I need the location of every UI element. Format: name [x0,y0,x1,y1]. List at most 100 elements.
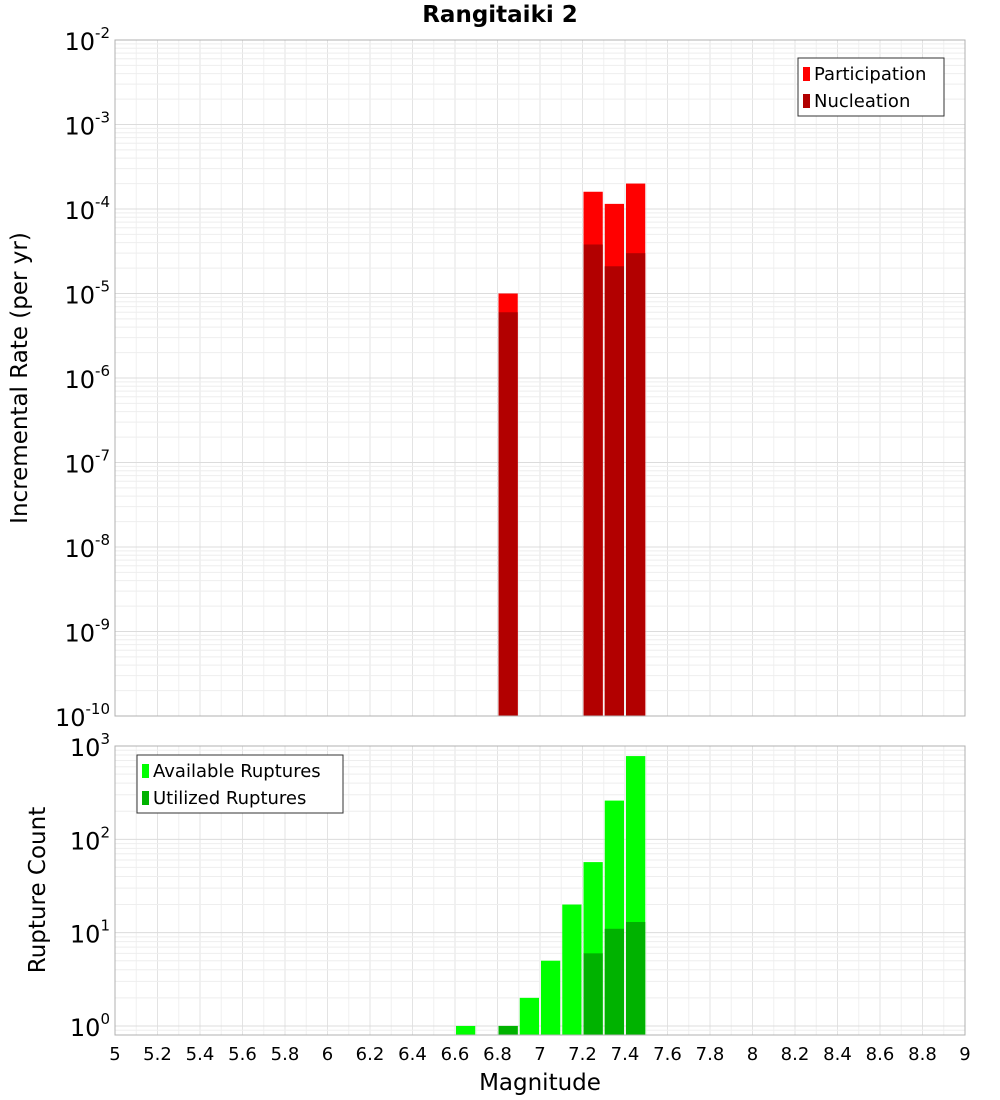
bottom-bar-available-ruptures [519,997,539,1035]
top-legend: Participation Nucleation [797,57,945,117]
x-tick-label: 6.2 [356,1044,385,1065]
x-tick-label: 8 [747,1044,758,1065]
x-tick-label: 7.2 [568,1044,597,1065]
y-tick-exponent: -7 [95,447,110,465]
x-tick-label: 7 [534,1044,545,1065]
top-plot-border [114,39,966,717]
legend-swatch [142,791,149,805]
y-tick-label: 10-10 [55,700,110,732]
y-tick-base: 10 [70,827,101,855]
x-tick-label: 5.2 [143,1044,172,1065]
y-tick-exponent: 3 [100,730,110,748]
y-tick-base: 10 [70,921,101,949]
y-tick-exponent: 2 [100,823,110,841]
y-tick-label: 10-6 [64,362,110,394]
top-bar-nucleation [583,244,603,716]
y-tick-base: 10 [64,28,95,56]
y-tick-label: 100 [70,1010,110,1042]
bottom-bar-utilized-ruptures [626,922,646,1035]
y-tick-exponent: -6 [95,362,110,380]
bottom-bar-available-ruptures [541,960,561,1035]
legend-swatch [803,94,810,108]
top-y-tick-labels: 10-210-310-410-510-610-710-810-910-10 [55,24,110,732]
legend-box [797,57,945,117]
top-plot: 10-210-310-410-510-610-710-810-910-10 Ra… [7,2,966,732]
bottom-bar-utilized-ruptures [583,953,603,1035]
y-tick-exponent: -5 [95,278,110,296]
x-axis-title: Magnitude [479,1070,601,1096]
x-tick-label: 8.6 [866,1044,895,1065]
y-tick-exponent: -10 [86,700,111,718]
y-tick-exponent: 0 [100,1010,110,1028]
x-tick-label: 6 [322,1044,333,1065]
y-tick-base: 10 [70,734,101,762]
x-tick-label: 5.6 [228,1044,257,1065]
y-tick-base: 10 [70,1014,101,1042]
y-tick-label: 10-3 [64,109,110,141]
bottom-bars [456,756,646,1035]
legend-label: Available Ruptures [153,761,321,782]
top-gridlines [114,40,966,717]
y-tick-label: 10-4 [64,193,110,225]
top-bar-nucleation [626,253,646,716]
x-tick-label: 6.8 [483,1044,512,1065]
x-tick-label: 8.2 [781,1044,810,1065]
top-y-axis-title: Incremental Rate (per yr) [7,232,33,524]
y-tick-label: 102 [70,823,110,855]
y-tick-base: 10 [55,704,86,732]
y-tick-label: 10-2 [64,24,110,56]
x-tick-label: 7.8 [696,1044,725,1065]
y-tick-label: 101 [70,917,110,949]
y-tick-base: 10 [64,620,95,648]
x-tick-label: 7.4 [611,1044,640,1065]
x-tick-label: 6.6 [441,1044,470,1065]
y-tick-base: 10 [64,535,95,563]
y-tick-label: 10-7 [64,447,110,479]
y-tick-exponent: -9 [95,616,110,634]
y-tick-base: 10 [64,113,95,141]
bottom-legend: Available Ruptures Utilized Ruptures [136,754,344,814]
top-bar-nucleation [604,266,624,716]
y-tick-exponent: -2 [95,24,110,42]
y-tick-exponent: 1 [100,917,110,935]
y-tick-label: 10-8 [64,531,110,563]
y-tick-base: 10 [64,197,95,225]
x-tick-label: 5.8 [271,1044,300,1065]
bottom-plot-border [114,745,966,1036]
y-tick-label: 103 [70,730,110,762]
y-tick-base: 10 [64,282,95,310]
bottom-bar-available-ruptures [562,904,582,1035]
bottom-bar-utilized-ruptures [604,928,624,1035]
legend-swatch [142,764,149,778]
bottom-bar-utilized-ruptures [498,1025,518,1035]
x-tick-label: 7.6 [653,1044,682,1065]
y-tick-exponent: -3 [95,109,110,127]
y-tick-base: 10 [64,366,95,394]
top-bars [498,183,646,717]
bottom-bar-available-ruptures [456,1025,476,1035]
y-tick-exponent: -4 [95,193,110,211]
x-tick-labels: 5 5.2 5.4 5.6 5.8 6 6.2 6.4 6.6 6.8 7 7.2 7.4 7.6 7.8 8… [109,1044,970,1065]
x-tick-label: 5 [109,1044,120,1065]
y-tick-exponent: -8 [95,531,110,549]
legend-swatch [803,67,810,81]
x-tick-label: 8.4 [823,1044,852,1065]
top-bar-nucleation [498,312,518,716]
y-tick-label: 10-5 [64,278,110,310]
y-tick-base: 10 [64,451,95,479]
x-tick-label: 8.8 [908,1044,937,1065]
legend-label: Participation [814,64,926,85]
bottom-y-axis-title: Rupture Count [25,807,51,973]
y-tick-label: 10-9 [64,616,110,648]
top-chart-title: Rangitaiki 2 [422,2,578,28]
legend-label: Utilized Ruptures [153,788,306,809]
x-tick-label: 6.4 [398,1044,427,1065]
x-tick-label: 9 [959,1044,970,1065]
legend-box [136,754,344,814]
x-tick-label: 5.4 [186,1044,215,1065]
legend-label: Nucleation [814,91,910,112]
